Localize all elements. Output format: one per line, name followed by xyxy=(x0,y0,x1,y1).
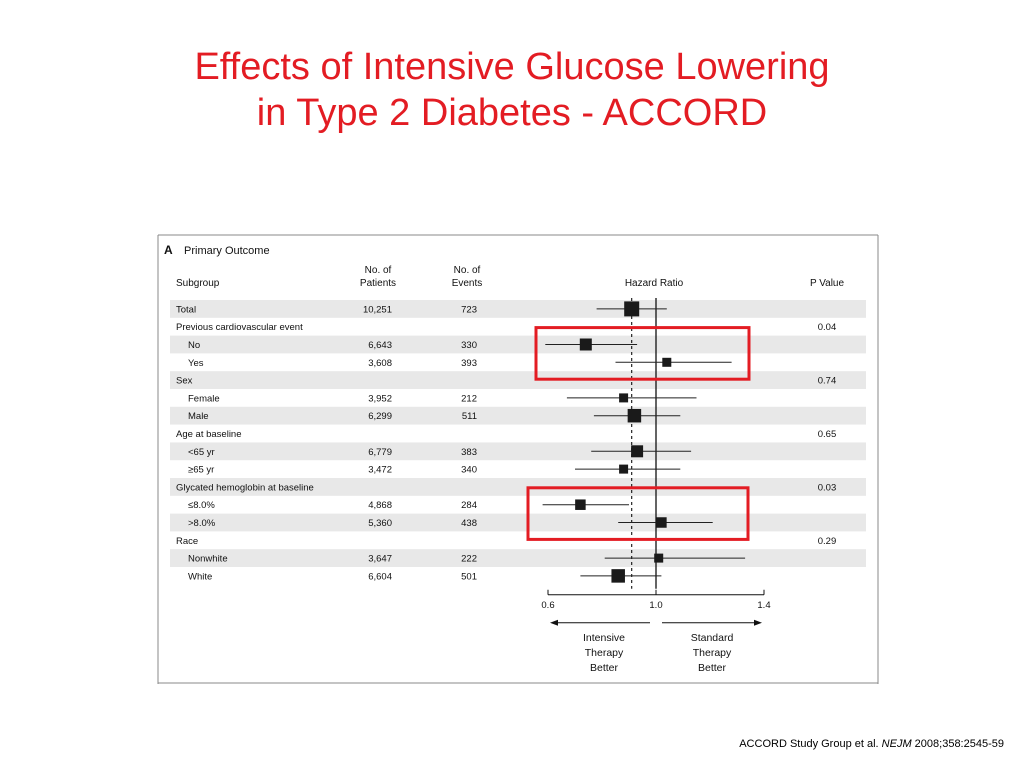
direction-left-label: Therapy xyxy=(585,647,624,659)
row-patients: 6,604 xyxy=(368,571,392,582)
row-label: >8.0% xyxy=(188,518,216,529)
row-label: Female xyxy=(188,393,220,404)
row-patients: 3,952 xyxy=(368,393,392,404)
row-patients: 4,868 xyxy=(368,500,392,511)
header-events-line2: Events xyxy=(452,278,483,289)
row-patients: 3,608 xyxy=(368,358,392,369)
hr-marker xyxy=(579,338,592,351)
row-shade xyxy=(170,335,866,354)
header-events-line1: No. of xyxy=(454,265,481,276)
hr-marker xyxy=(627,408,642,423)
row-patients: 6,643 xyxy=(368,340,392,351)
direction-left-label: Intensive xyxy=(583,632,625,644)
slide-title-line1: Effects of Intensive Glucose Lowering xyxy=(194,46,830,88)
row-events: 393 xyxy=(461,358,477,369)
row-patients: 10,251 xyxy=(363,304,392,315)
row-shade xyxy=(170,442,866,461)
row-label: <65 yr xyxy=(188,447,215,458)
row-shade xyxy=(170,549,866,567)
highlight-box xyxy=(534,326,751,381)
arrow-right-head xyxy=(754,619,762,626)
row-events: 438 xyxy=(461,518,477,529)
row-label: Race xyxy=(176,536,198,547)
panel-letter: A xyxy=(164,243,173,257)
header-patients-line1: No. of xyxy=(365,265,392,276)
hr-marker xyxy=(624,301,640,317)
hr-marker xyxy=(662,357,672,367)
row-events: 723 xyxy=(461,304,477,315)
direction-left-label: Better xyxy=(590,662,619,674)
row-label: White xyxy=(188,571,212,582)
hr-marker xyxy=(619,464,629,474)
hr-marker xyxy=(619,393,629,403)
x-tick-label: 1.0 xyxy=(649,600,662,611)
row-events: 330 xyxy=(461,340,477,351)
row-label: ≤8.0% xyxy=(188,500,215,511)
row-label: ≥65 yr xyxy=(188,465,214,476)
row-patients: 3,647 xyxy=(368,554,392,565)
row-label: Total xyxy=(176,304,196,315)
forest-plot: A Primary Outcome Subgroup No. of Patients No… xyxy=(157,234,879,684)
direction-right-label: Standard xyxy=(691,632,734,644)
row-events: 501 xyxy=(461,571,477,582)
direction-right-label: Better xyxy=(698,662,727,674)
hr-marker xyxy=(631,445,644,458)
row-label: Male xyxy=(188,411,209,422)
row-events: 284 xyxy=(461,500,477,511)
header-subgroup: Subgroup xyxy=(176,278,220,289)
row-shade xyxy=(170,478,866,496)
row-events: 383 xyxy=(461,447,477,458)
citation-journal: NEJM xyxy=(881,738,912,750)
row-shade xyxy=(170,371,866,389)
citation-authors: ACCORD Study Group et al. xyxy=(739,738,882,750)
row-label: Age at baseline xyxy=(176,429,242,440)
slide-title: Effects of Intensive Glucose Lowering in… xyxy=(0,44,1024,136)
x-tick-label: 0.6 xyxy=(541,600,554,611)
row-label: No xyxy=(188,340,200,351)
row-p-value: 0.29 xyxy=(818,536,837,547)
slide-title-line2: in Type 2 Diabetes - ACCORD xyxy=(256,92,768,134)
row-patients: 6,299 xyxy=(368,411,392,422)
arrow-left-head xyxy=(550,619,558,626)
row-p-value: 0.04 xyxy=(818,322,837,333)
row-patients: 3,472 xyxy=(368,465,392,476)
hr-marker xyxy=(611,569,625,583)
header-p-value: P Value xyxy=(810,278,845,289)
panel-title: Primary Outcome xyxy=(184,245,270,257)
row-events: 511 xyxy=(462,411,477,422)
hr-marker xyxy=(654,553,664,563)
row-p-value: 0.03 xyxy=(818,482,837,493)
row-label: Glycated hemoglobin at baseline xyxy=(176,482,314,493)
row-shade xyxy=(170,300,866,318)
row-label: Previous cardiovascular event xyxy=(176,322,303,333)
x-tick-label: 1.4 xyxy=(757,600,770,611)
citation-volume: 2008;358:2545-59 xyxy=(911,738,1004,750)
row-events: 222 xyxy=(461,554,477,565)
header-patients-line2: Patients xyxy=(360,278,396,289)
header-hazard-ratio: Hazard Ratio xyxy=(625,278,684,289)
hr-marker xyxy=(656,517,667,528)
row-patients: 5,360 xyxy=(368,518,392,529)
citation: ACCORD Study Group et al. NEJM 2008;358:… xyxy=(739,738,1004,750)
highlight-box xyxy=(526,486,750,541)
row-label: Nonwhite xyxy=(188,554,228,565)
row-shade xyxy=(170,406,866,425)
row-label: Sex xyxy=(176,376,193,387)
row-shade xyxy=(170,513,866,532)
row-p-value: 0.65 xyxy=(818,429,837,440)
row-patients: 6,779 xyxy=(368,447,392,458)
row-events: 340 xyxy=(461,465,477,476)
row-p-value: 0.74 xyxy=(818,376,837,387)
row-label: Yes xyxy=(188,358,204,369)
direction-right-label: Therapy xyxy=(693,647,732,659)
hr-marker xyxy=(575,499,586,510)
row-events: 212 xyxy=(461,393,477,404)
